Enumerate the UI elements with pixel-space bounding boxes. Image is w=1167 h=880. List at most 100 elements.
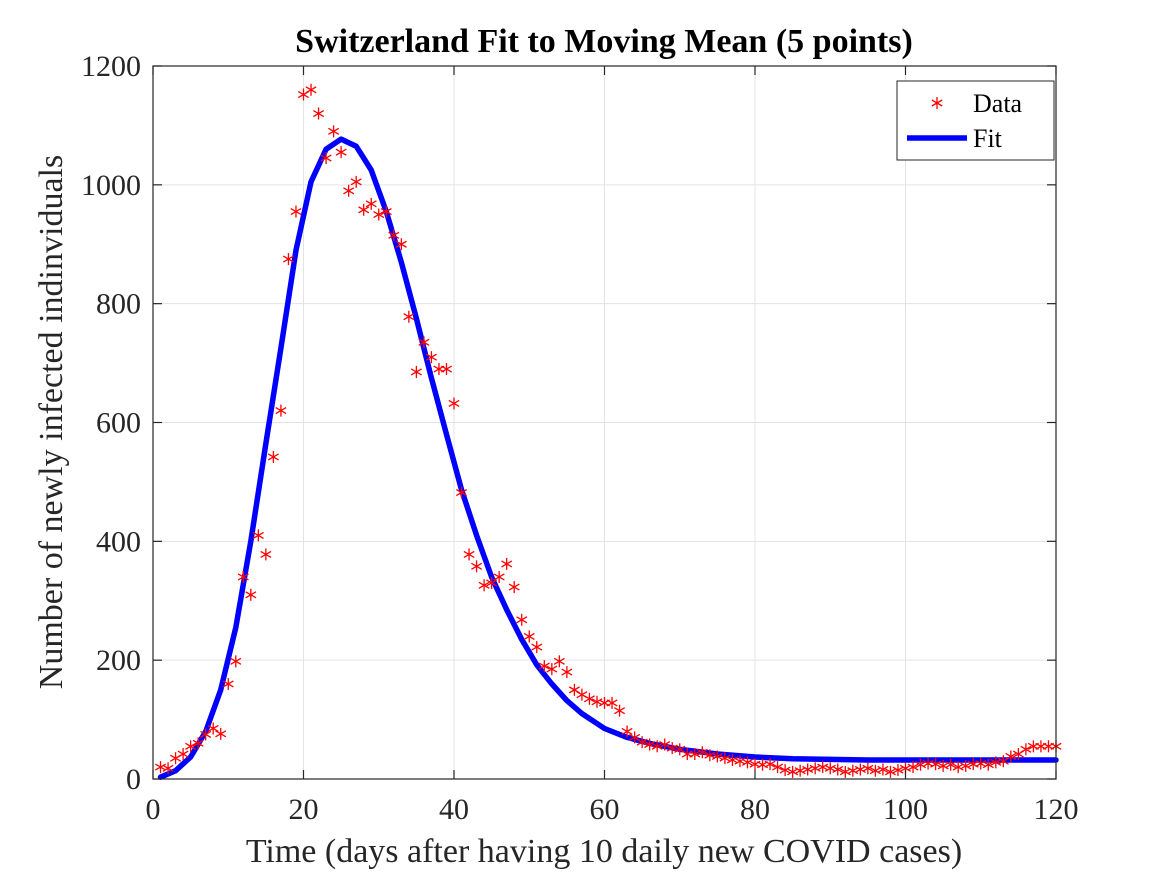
data-point (644, 738, 656, 751)
y-tick-label: 600 (96, 407, 141, 440)
data-point (862, 762, 874, 775)
data-point (960, 759, 972, 772)
data-point (614, 704, 626, 717)
data-point (854, 763, 866, 776)
data-point (373, 208, 385, 221)
data-point (538, 660, 550, 673)
x-tick-label: 120 (1034, 793, 1079, 826)
y-axis-title: Number of newly infected indinviduals (33, 155, 70, 689)
legend-marker-data (931, 97, 943, 109)
data-point (440, 363, 452, 376)
y-tick-label: 200 (96, 644, 141, 677)
data-point (222, 677, 234, 690)
data-point (380, 205, 392, 218)
data-point (719, 752, 731, 765)
data-point (418, 336, 430, 349)
data-point (711, 750, 723, 763)
x-tick-label: 60 (590, 793, 620, 826)
data-point (365, 197, 377, 210)
data-point (877, 763, 889, 776)
data-point (320, 152, 332, 165)
x-tick-label: 100 (883, 793, 928, 826)
y-tick-label: 0 (126, 763, 141, 796)
data-point (200, 728, 212, 741)
data-point (245, 588, 257, 601)
x-tick-label: 80 (740, 793, 770, 826)
data-point (1020, 743, 1032, 756)
data-point (501, 557, 513, 570)
data-point (982, 758, 994, 771)
data-point (328, 125, 340, 138)
y-tick-label: 400 (96, 525, 141, 558)
data-point (892, 764, 904, 777)
data-point (486, 576, 498, 589)
y-tick-label: 1000 (81, 169, 141, 202)
data-point (666, 742, 678, 755)
data-point (734, 755, 746, 768)
data-point (237, 570, 249, 583)
data-point (177, 748, 189, 761)
data-point (290, 205, 302, 218)
x-axis-title: Time (days after having 10 daily new COV… (246, 833, 962, 870)
data-point (696, 746, 708, 759)
data-point (839, 765, 851, 778)
data-point (591, 695, 603, 708)
data-point (207, 722, 219, 735)
data-point (350, 175, 362, 188)
x-tick-label: 20 (289, 793, 319, 826)
data-point (395, 238, 407, 251)
data-point (787, 765, 799, 778)
data-point (358, 203, 370, 216)
data-point (704, 749, 716, 762)
data-point (915, 758, 927, 771)
data-point (546, 663, 558, 676)
x-tick-label: 40 (439, 793, 469, 826)
chart-title: Switzerland Fit to Moving Mean (5 points… (295, 23, 913, 60)
data-point (847, 764, 859, 777)
data-point (531, 641, 543, 654)
y-tick-label: 800 (96, 288, 141, 321)
data-point (907, 761, 919, 774)
data-point (945, 758, 957, 771)
data-point (410, 365, 422, 378)
data-point (343, 184, 355, 197)
y-tick-label: 1200 (81, 50, 141, 83)
data-point (726, 753, 738, 766)
data-point (817, 761, 829, 774)
data-point (952, 761, 964, 774)
data-point (937, 759, 949, 772)
data-point (508, 581, 520, 594)
data-point (305, 83, 317, 96)
data-point (313, 107, 325, 120)
legend: Data Fit (896, 80, 1055, 161)
legend-label: Fit (973, 124, 1003, 153)
data-point (975, 757, 987, 770)
data-point (561, 666, 573, 679)
data-point (162, 762, 174, 775)
data-point (463, 548, 475, 561)
grid (153, 66, 1056, 779)
data-point (192, 737, 204, 750)
data-point (185, 740, 197, 753)
data-point (215, 727, 227, 740)
data-point (659, 738, 671, 751)
data-point (478, 579, 490, 592)
data-point (794, 764, 806, 777)
fit-line (157, 136, 1059, 780)
data-point (764, 758, 776, 771)
data-point (689, 748, 701, 761)
data-point (448, 397, 460, 410)
data-point (553, 655, 565, 668)
data-point (267, 450, 279, 463)
data-point (335, 146, 347, 159)
data-point (802, 763, 814, 776)
data-point (809, 762, 821, 775)
data-point (260, 548, 272, 561)
data-point (275, 404, 287, 417)
data-point (651, 740, 663, 753)
data-point (772, 761, 784, 774)
data-point (230, 655, 242, 668)
